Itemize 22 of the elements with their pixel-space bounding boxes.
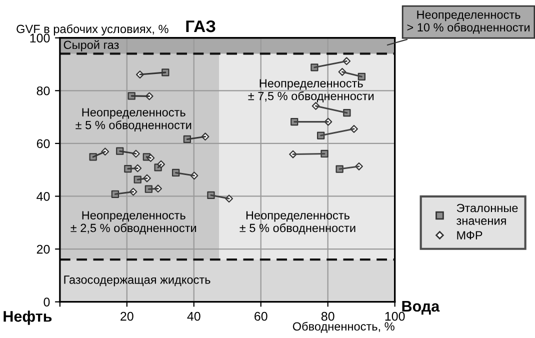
legend-label: Эталонные значения xyxy=(456,204,518,225)
text: Неопределенность > 10 % обводненности xyxy=(407,10,530,34)
x-tick-label: 20 xyxy=(120,312,134,321)
y-tick-label: 60 xyxy=(36,139,50,148)
x-tick-label: 40 xyxy=(187,312,200,321)
y-tick-label: 100 xyxy=(30,34,50,43)
band-label: Сырой газ xyxy=(64,40,119,52)
y-tick-label: 40 xyxy=(36,192,50,201)
chart-title: ГАЗ xyxy=(186,20,216,32)
y-tick-label: 80 xyxy=(36,86,50,96)
x-tick-label: 80 xyxy=(321,312,334,321)
y-tick-label: 20 xyxy=(36,244,50,254)
legend-label: МФР xyxy=(457,231,482,240)
annotation: Неопределенность ± 5 % обводненности xyxy=(76,108,192,132)
annotation: Неопределенность ± 2,5 % обводненности xyxy=(70,211,196,234)
x-tick-label: 60 xyxy=(254,312,268,321)
y-tick-label: 0 xyxy=(44,298,50,306)
annotation: Неопределенность ± 7,5 % обводненности xyxy=(248,79,374,102)
text: Нефть xyxy=(4,310,52,325)
band-label: Газосодержащая жидкость xyxy=(64,276,210,286)
annotation: Неопределенность ± 5 % обводненности xyxy=(240,211,356,234)
x-axis-title: Обводненность, % xyxy=(292,322,394,333)
